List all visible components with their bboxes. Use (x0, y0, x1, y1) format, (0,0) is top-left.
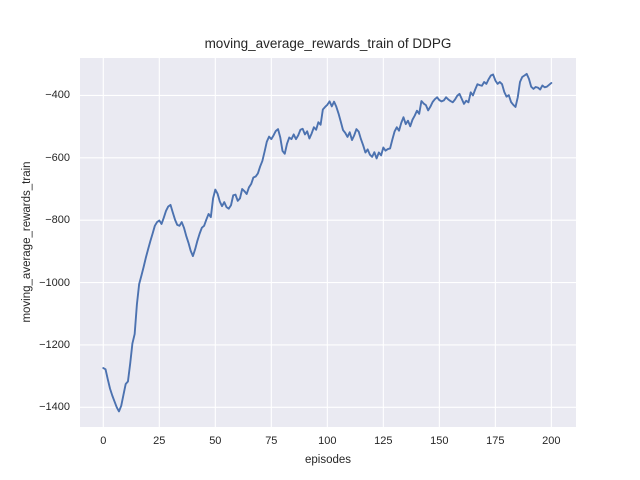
y-tick-label: −1000 (39, 276, 70, 289)
x-tick-label: 100 (318, 435, 337, 447)
y-tick-label: −600 (45, 151, 70, 164)
y-tick-label: −800 (45, 214, 70, 227)
y-tick-label: −400 (45, 89, 70, 102)
x-tick-label: 200 (542, 435, 561, 447)
x-tick-label: 125 (374, 435, 393, 447)
y-axis-label: moving_average_rewards_train (21, 161, 33, 323)
x-tick-label: 150 (430, 435, 449, 447)
x-axis-label: episodes (304, 454, 352, 466)
x-tick-label: 0 (100, 435, 107, 447)
x-tick-label: 75 (265, 435, 278, 447)
x-tick-label: 25 (153, 435, 166, 447)
plot-area (80, 58, 576, 427)
series-line (102, 72, 553, 413)
x-tick-label: 50 (209, 435, 222, 447)
y-tick-label: −1400 (39, 401, 70, 414)
y-tick-label: −1200 (39, 338, 70, 351)
x-tick-label: 175 (486, 435, 505, 447)
chart-title: moving_average_rewards_train of DDPG (204, 36, 452, 51)
